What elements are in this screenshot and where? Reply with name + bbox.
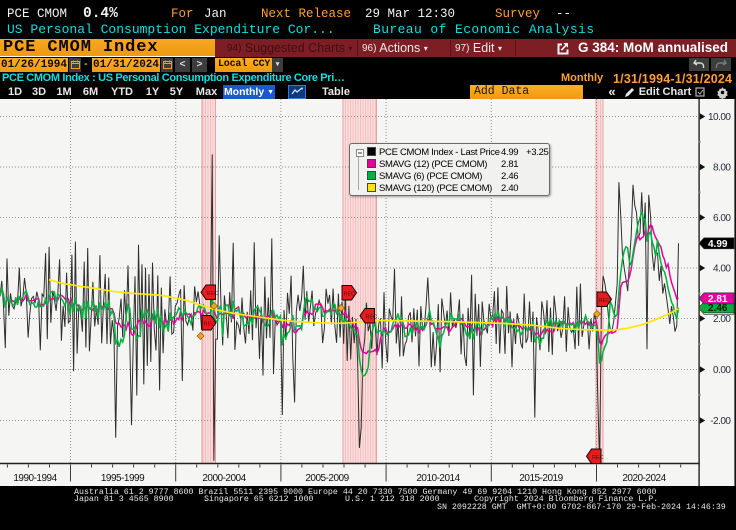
svg-text:REC: REC bbox=[599, 298, 611, 304]
svg-text:-2.00: -2.00 bbox=[710, 416, 731, 427]
svg-text:4.00: 4.00 bbox=[713, 264, 731, 275]
svg-text:2.00: 2.00 bbox=[713, 314, 731, 325]
svg-text:6.00: 6.00 bbox=[713, 213, 731, 224]
svg-text:2015-2019: 2015-2019 bbox=[519, 473, 563, 484]
svg-text:REC: REC bbox=[344, 291, 356, 297]
svg-text:0.00: 0.00 bbox=[713, 365, 731, 376]
svg-text:REC: REC bbox=[207, 291, 219, 297]
svg-text:1995-1999: 1995-1999 bbox=[101, 473, 145, 484]
svg-text:2.81: 2.81 bbox=[708, 294, 728, 305]
svg-text:2.46: 2.46 bbox=[708, 303, 728, 314]
svg-text:REC: REC bbox=[592, 455, 604, 461]
svg-text:REC: REC bbox=[204, 321, 216, 327]
svg-text:4.99: 4.99 bbox=[708, 239, 728, 250]
svg-text:2020-2024: 2020-2024 bbox=[622, 473, 666, 484]
svg-text:REC: REC bbox=[366, 314, 378, 320]
svg-text:2000-2004: 2000-2004 bbox=[202, 473, 246, 484]
svg-text:8.00: 8.00 bbox=[713, 163, 731, 174]
svg-text:2005-2009: 2005-2009 bbox=[305, 473, 349, 484]
svg-text:10.00: 10.00 bbox=[708, 112, 731, 123]
svg-text:1990-1994: 1990-1994 bbox=[13, 473, 57, 484]
svg-text:2010-2014: 2010-2014 bbox=[416, 473, 460, 484]
